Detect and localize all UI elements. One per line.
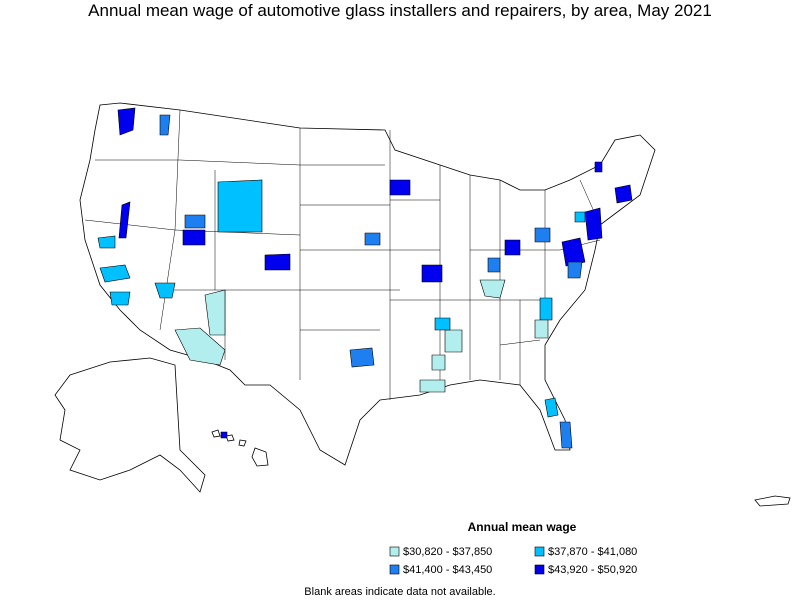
area <box>434 317 451 331</box>
footnote: Blank areas indicate data not available. <box>304 586 495 598</box>
area <box>487 257 501 273</box>
area <box>99 264 131 283</box>
area <box>444 329 463 353</box>
area <box>614 184 633 204</box>
area <box>264 253 291 271</box>
area <box>479 279 506 299</box>
area <box>184 214 206 229</box>
area <box>544 397 559 418</box>
area <box>349 347 375 368</box>
legend-label: $43,920 - $50,920 <box>548 564 637 576</box>
area <box>118 201 131 239</box>
area <box>421 264 443 283</box>
area <box>431 354 446 371</box>
legend: Annual mean wage $30,820 - $37,850 $37,87… <box>389 520 637 576</box>
area <box>389 179 411 196</box>
area <box>154 282 176 299</box>
map-title: Annual mean wage of automotive glass ins… <box>88 1 712 20</box>
area <box>584 207 603 241</box>
area <box>561 237 586 267</box>
area <box>559 421 573 449</box>
legend-label: $37,870 - $41,080 <box>548 546 637 558</box>
area <box>217 179 263 233</box>
legend-label: $41,400 - $43,450 <box>403 564 492 576</box>
area <box>419 379 446 393</box>
area <box>159 114 171 136</box>
area <box>567 261 583 279</box>
area <box>539 297 553 321</box>
hawaii <box>211 429 269 467</box>
legend-swatch <box>389 564 400 575</box>
map <box>54 102 791 507</box>
area <box>534 319 549 339</box>
legend-label: $30,820 - $37,850 <box>403 546 492 558</box>
area <box>204 289 226 336</box>
area <box>574 211 586 223</box>
legend-title: Annual mean wage <box>468 520 577 534</box>
legend-swatch <box>389 546 400 557</box>
legend-swatch <box>534 564 545 575</box>
area <box>504 239 521 256</box>
area <box>594 161 603 173</box>
area <box>182 229 206 246</box>
alaska <box>54 357 206 493</box>
area <box>364 232 381 246</box>
territory <box>754 495 791 507</box>
area <box>117 107 136 136</box>
area <box>97 235 116 249</box>
area <box>534 227 551 243</box>
area <box>220 431 228 439</box>
area <box>174 327 226 366</box>
legend-swatch <box>534 546 545 557</box>
area <box>109 291 131 306</box>
